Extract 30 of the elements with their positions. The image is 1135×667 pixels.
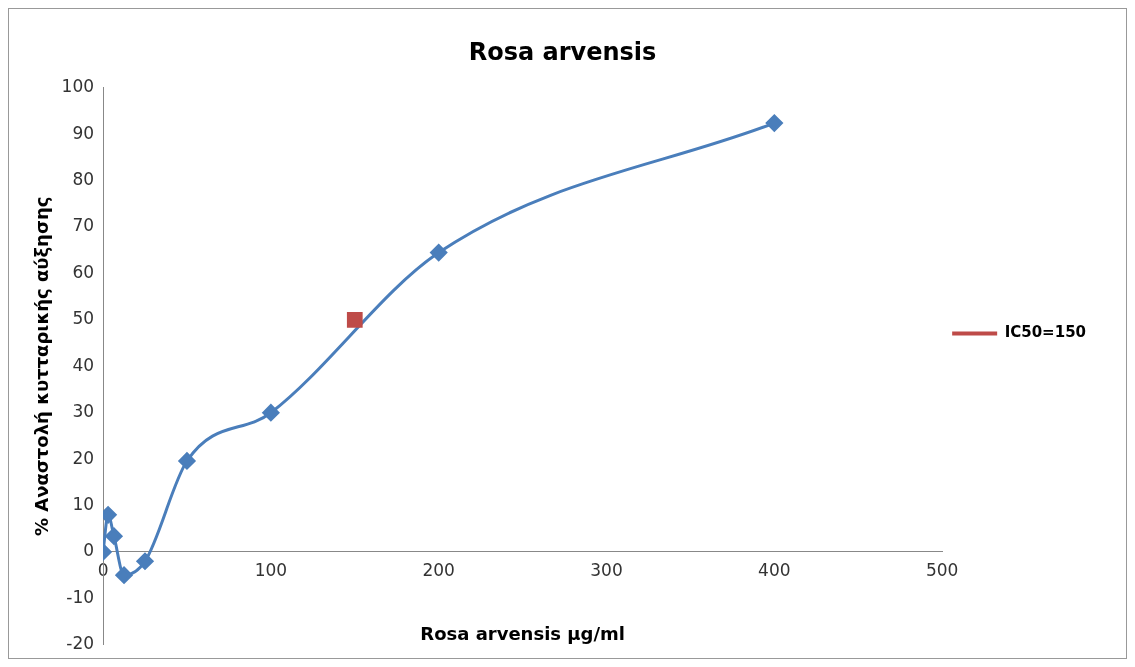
y-tick-label: 10 xyxy=(72,493,95,514)
point xyxy=(105,527,123,545)
point xyxy=(178,452,196,470)
point xyxy=(115,566,133,584)
y-tick-label: 100 xyxy=(61,76,95,97)
point xyxy=(430,244,448,262)
x-tick-label: 200 xyxy=(422,559,455,580)
point xyxy=(346,312,363,328)
y-tick-label: 60 xyxy=(72,261,95,282)
y-tick-label: 40 xyxy=(72,354,95,375)
y-tick-label: 20 xyxy=(72,447,95,468)
y-tick-label: 80 xyxy=(72,169,95,190)
y-tick-label: 50 xyxy=(72,308,95,329)
y-tick-label: 0 xyxy=(83,540,95,561)
point xyxy=(262,404,280,422)
x-tick-label: 400 xyxy=(758,559,791,580)
x-tick-label: 300 xyxy=(590,559,623,580)
x-tick-label: 500 xyxy=(925,559,959,580)
x-axis-title: Rosa arvensis μg/ml xyxy=(420,622,625,644)
x-tick-label: 100 xyxy=(254,559,288,580)
point xyxy=(136,552,154,570)
point xyxy=(765,114,783,132)
chart-title: Rosa arvensis xyxy=(468,37,657,66)
y-tick-label: 30 xyxy=(72,401,95,422)
y-tick-label: -10 xyxy=(66,586,95,607)
y-axis-title: % Αναστολή κυτταρικής αύξησης xyxy=(31,196,53,536)
y-tick-label: -20 xyxy=(66,633,95,654)
y-tick-label: 70 xyxy=(72,215,95,236)
y-tick-label: 90 xyxy=(72,122,95,143)
legend-label: IC50=150 xyxy=(1004,323,1086,342)
